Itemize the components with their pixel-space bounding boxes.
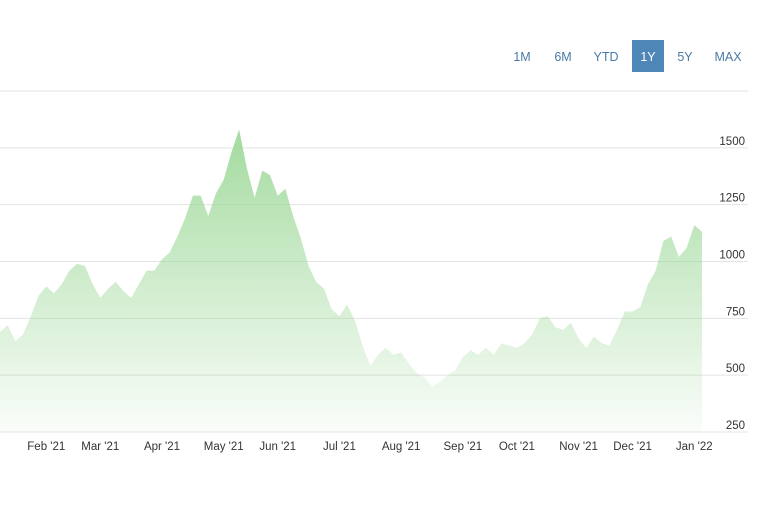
x-tick-label: Aug '21	[382, 441, 421, 453]
y-tick-label: 1000	[719, 250, 745, 262]
x-tick-label: May '21	[204, 441, 244, 453]
x-tick-label: Apr '21	[144, 441, 180, 453]
range-button-label[interactable]: 5Y	[677, 50, 693, 64]
y-tick-label: 750	[726, 306, 745, 318]
y-tick-label: 250	[726, 420, 745, 432]
range-button[interactable]: YTD	[594, 50, 619, 64]
price-area	[0, 129, 702, 432]
range-button-label[interactable]: 1M	[513, 50, 530, 64]
range-button[interactable]: 1M	[513, 50, 530, 64]
range-button[interactable]: 5Y	[677, 50, 693, 64]
x-tick-label: Feb '21	[27, 441, 65, 453]
x-tick-label: Jun '21	[259, 441, 296, 453]
x-tick-label: Oct '21	[499, 441, 535, 453]
x-tick-label: Jan '22	[676, 441, 713, 453]
x-tick-label: Dec '21	[613, 441, 652, 453]
x-tick-label: Nov '21	[559, 441, 598, 453]
y-tick-label: 1250	[719, 193, 745, 205]
range-button[interactable]: 6M	[554, 50, 571, 64]
y-tick-label: 1500	[719, 136, 745, 148]
y-tick-label: 500	[726, 363, 745, 375]
x-tick-label: Jul '21	[323, 441, 356, 453]
range-button-label[interactable]: 6M	[554, 50, 571, 64]
range-button-label[interactable]: YTD	[594, 50, 619, 64]
range-button-label[interactable]: MAX	[714, 50, 742, 64]
x-tick-label: Mar '21	[81, 441, 119, 453]
range-button[interactable]: 1Y	[632, 40, 664, 72]
range-button-bg[interactable]	[632, 40, 664, 72]
x-tick-label: Sep '21	[444, 441, 483, 453]
range-button[interactable]: MAX	[714, 50, 742, 64]
range-button-label[interactable]: 1Y	[640, 50, 656, 64]
